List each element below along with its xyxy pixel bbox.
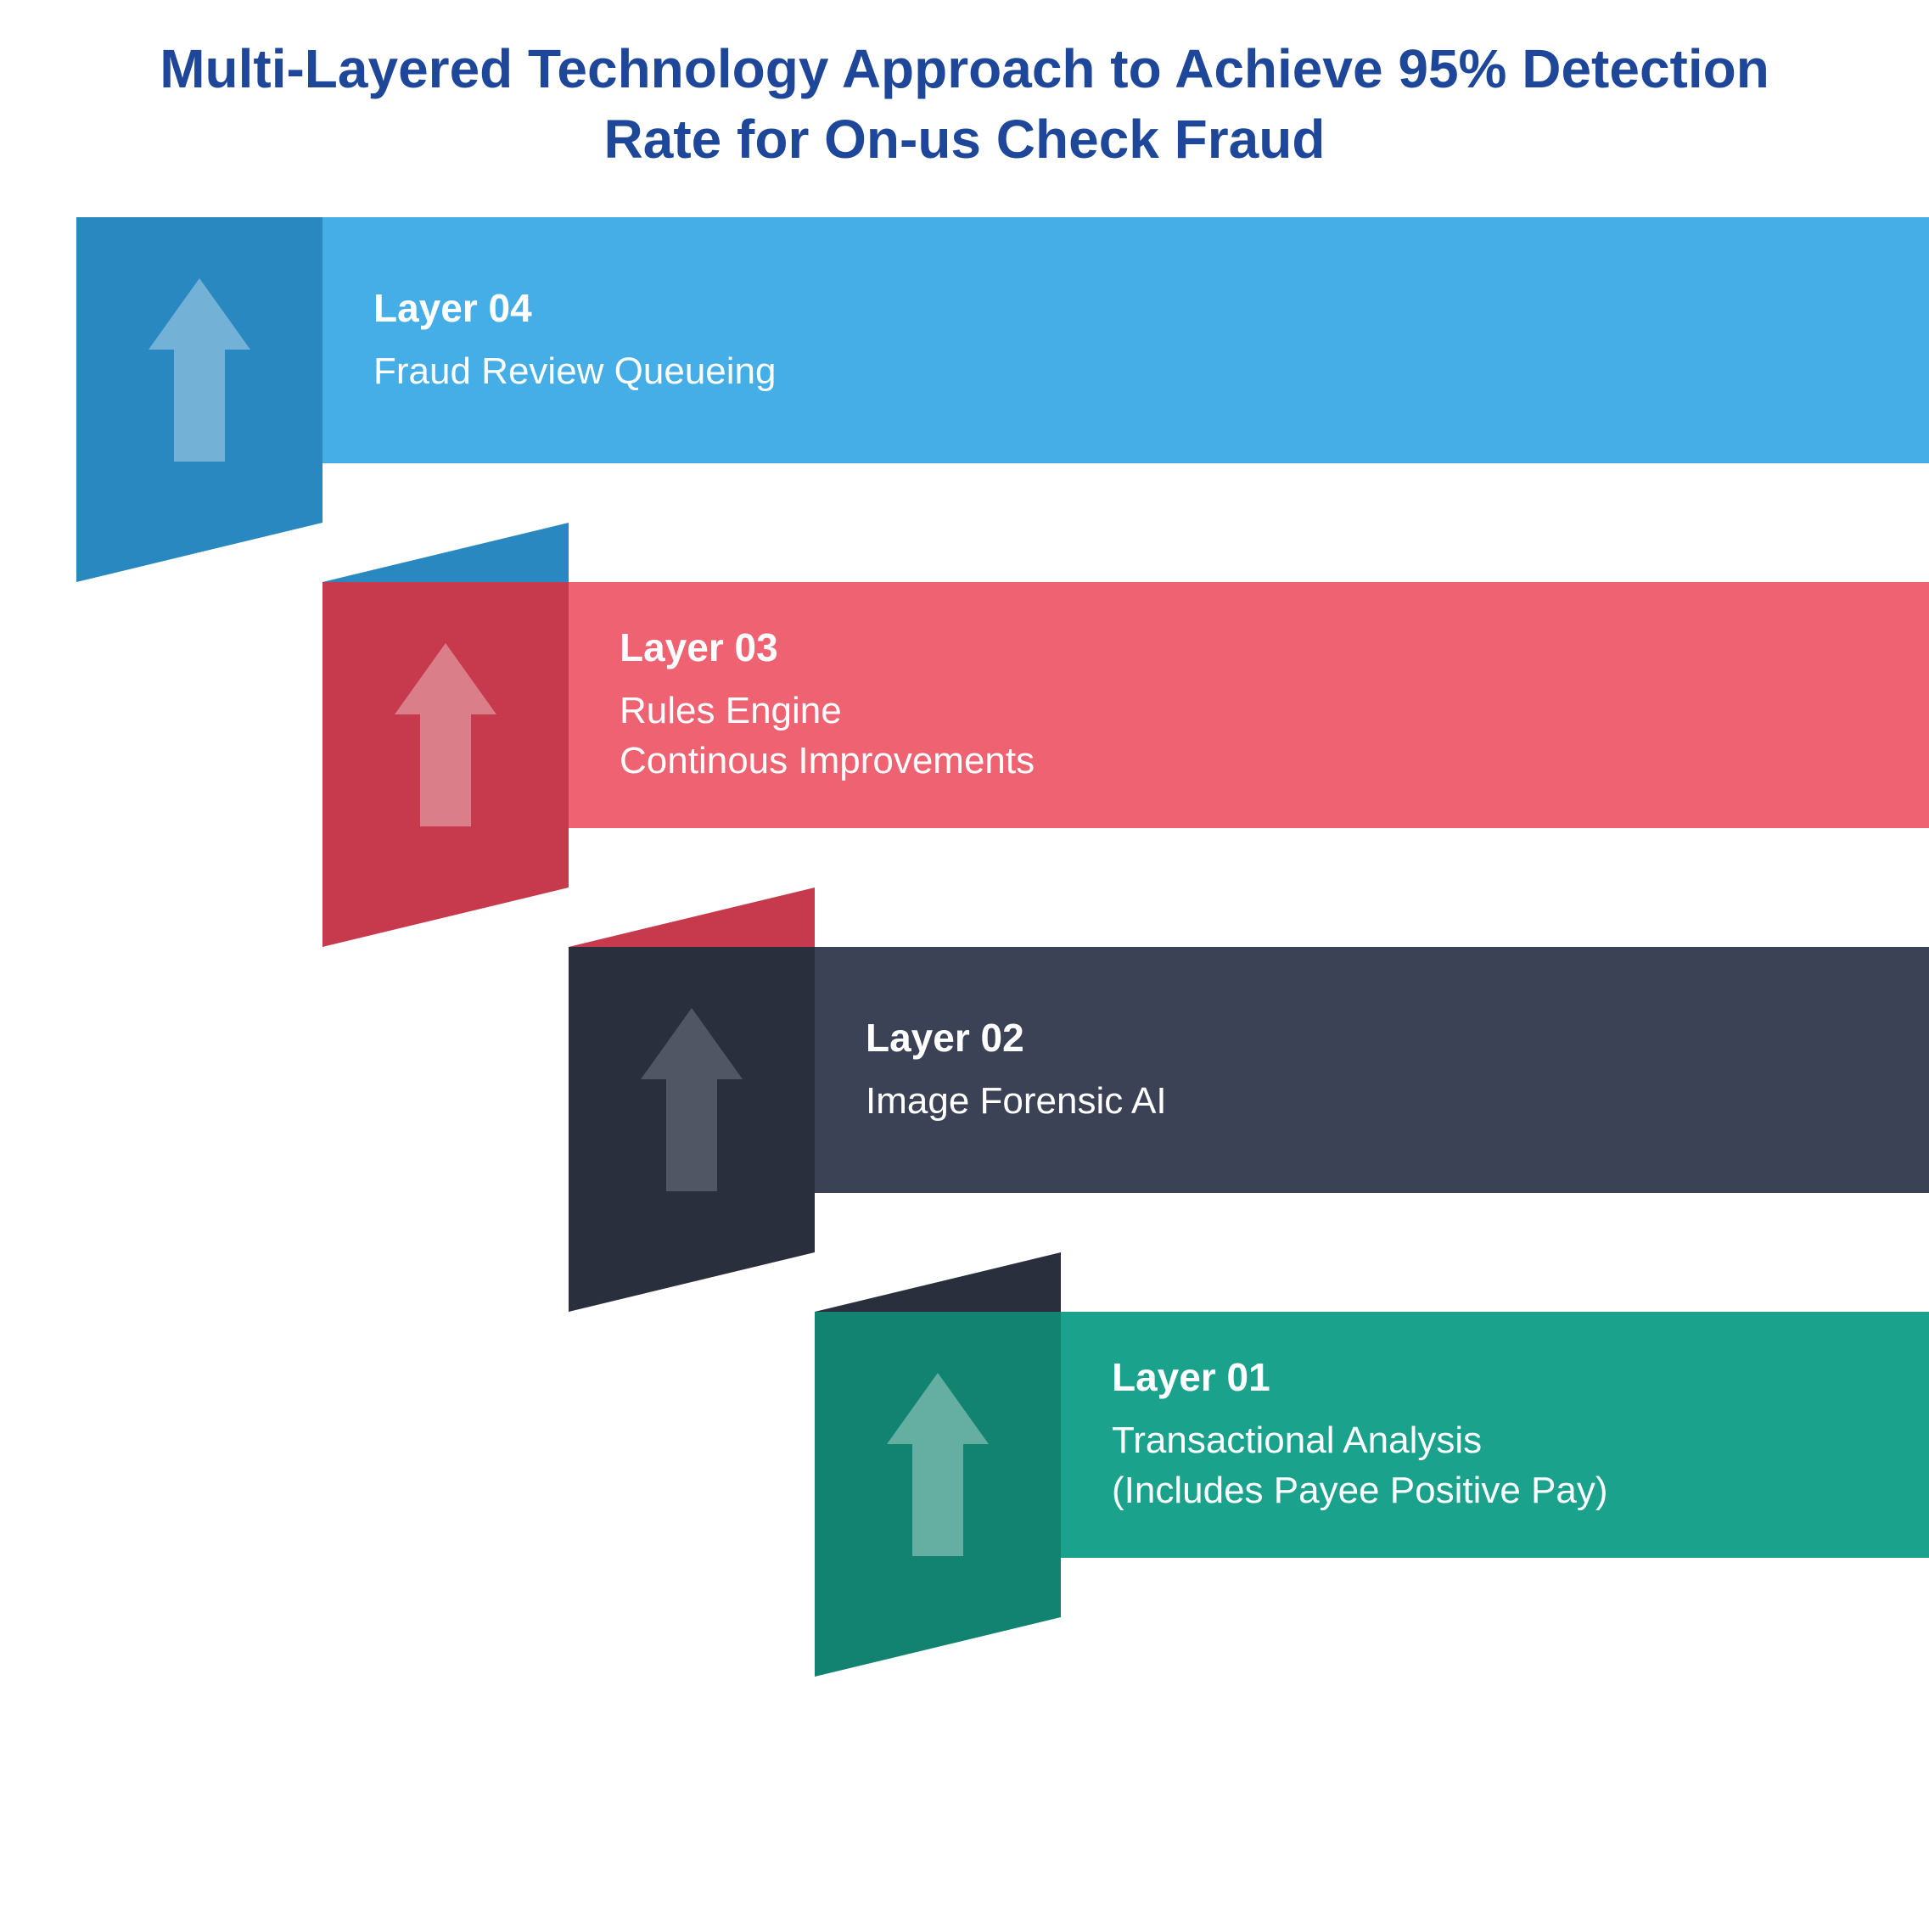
layer-content-bar: Layer 01 Transactional Analysis(Includes …: [1061, 1312, 1929, 1558]
fold-bottom-triangle: [76, 523, 322, 582]
up-arrow-icon: [641, 1006, 743, 1193]
layer-arrow-panel: [322, 582, 569, 888]
layer-arrow-panel: [569, 947, 815, 1252]
up-arrow-icon: [149, 277, 250, 463]
layer-arrow-panel: [76, 217, 322, 523]
layer-content-bar: Layer 03 Rules EngineContinous Improvemen…: [569, 582, 1929, 828]
connector-top-triangle: [569, 888, 815, 947]
layer-row-2: Layer 03 Rules EngineContinous Improvemen…: [322, 582, 1929, 888]
up-arrow-icon: [395, 641, 496, 828]
connector-top-triangle: [815, 1252, 1061, 1312]
layer-content-bar: Layer 04 Fraud Review Queueing: [322, 217, 1929, 463]
layer-row-3: Layer 02 Image Forensic AI: [569, 947, 1929, 1252]
layer-row-4: Layer 01 Transactional Analysis(Includes …: [815, 1312, 1929, 1617]
layer-description: Rules EngineContinous Improvements: [620, 686, 1929, 787]
layered-diagram: Layer 04Fraud Review QueueingLayer 03Rul…: [17, 217, 1884, 1872]
layer-label: Layer 04: [373, 285, 1929, 331]
fold-bottom-triangle: [815, 1617, 1061, 1677]
layer-arrow-panel: [815, 1312, 1061, 1617]
layer-label: Layer 01: [1112, 1354, 1929, 1400]
layer-label: Layer 03: [620, 624, 1929, 670]
connector-top-triangle: [322, 523, 569, 582]
fold-bottom-triangle: [322, 888, 569, 947]
page-title: Multi-Layered Technology Approach to Ach…: [17, 34, 1912, 175]
fold-bottom-triangle: [569, 1252, 815, 1312]
layer-row-1: Layer 04 Fraud Review Queueing: [76, 217, 1929, 523]
layer-content-bar: Layer 02 Image Forensic AI: [815, 947, 1929, 1193]
layer-label: Layer 02: [866, 1015, 1929, 1061]
layer-description: Fraud Review Queueing: [373, 346, 1929, 396]
layer-description: Image Forensic AI: [866, 1076, 1929, 1126]
up-arrow-icon: [887, 1371, 989, 1558]
layer-description: Transactional Analysis(Includes Payee Po…: [1112, 1415, 1929, 1516]
